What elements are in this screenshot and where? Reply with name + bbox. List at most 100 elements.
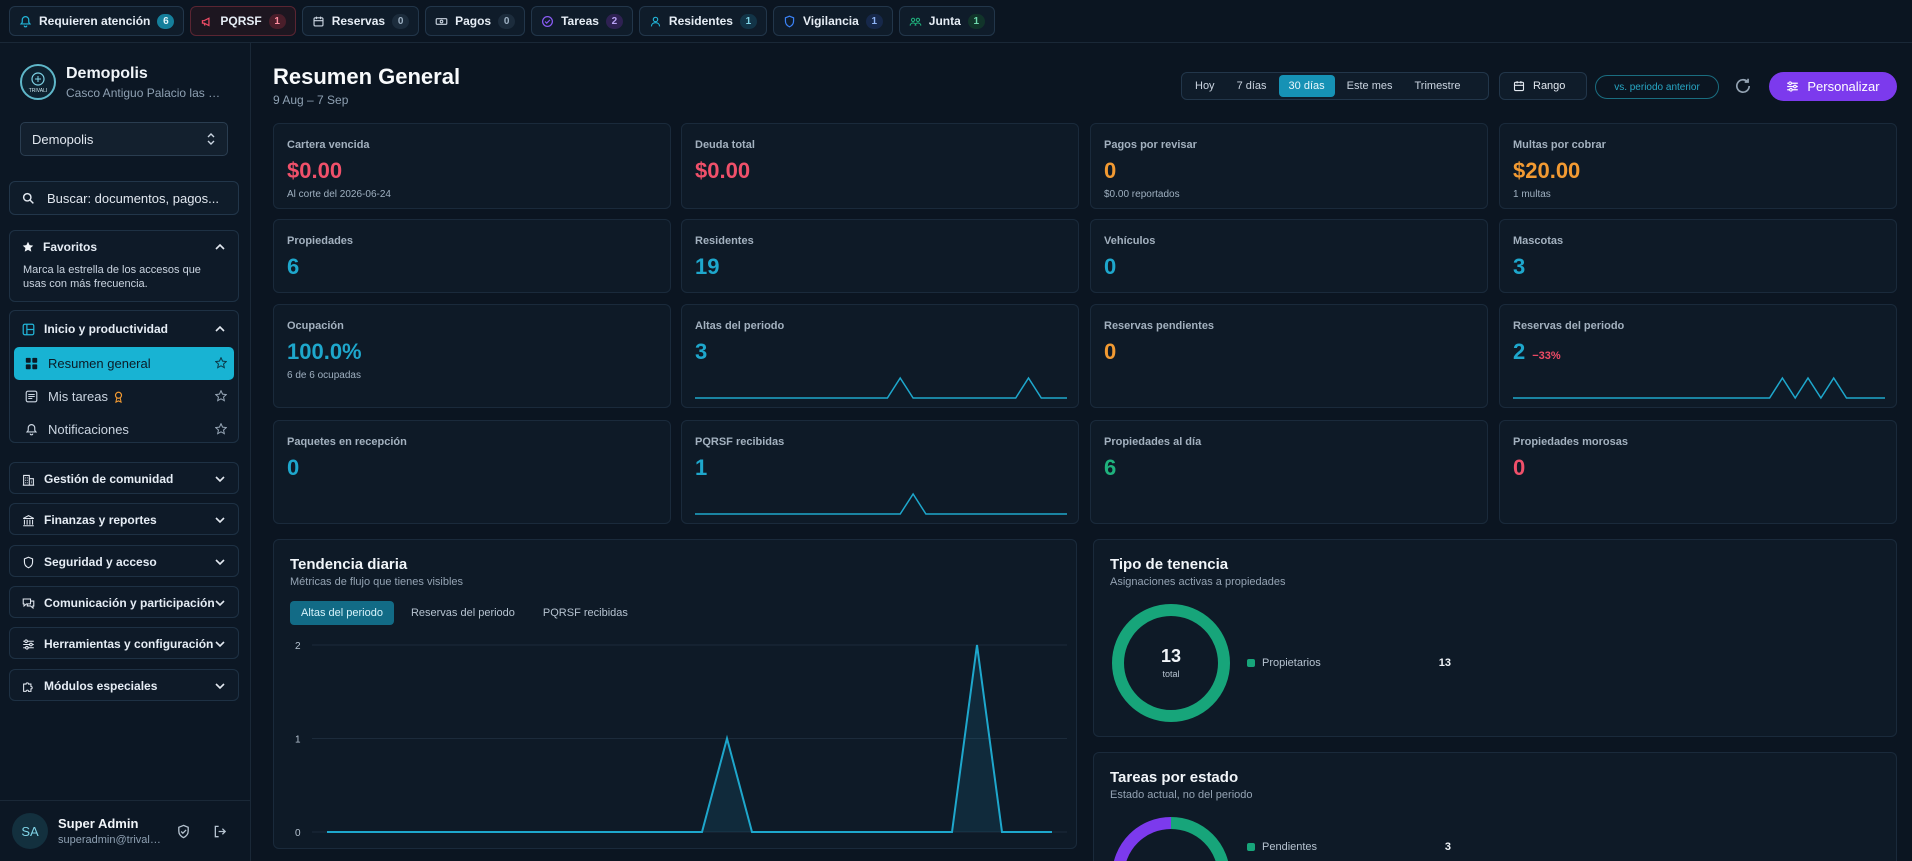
attention-bar: Requieren atención 6 PQRSF 1 Reservas 0 … — [0, 0, 1912, 43]
group-title: Seguridad y acceso — [44, 555, 157, 569]
sliders-icon — [1787, 81, 1799, 92]
legend-swatch — [1247, 843, 1255, 851]
tareas-subtitle: Estado actual, no del periodo — [1110, 789, 1253, 801]
chevron-down-icon — [215, 476, 225, 483]
sidebar-group-herramientas[interactable]: Herramientas y configuración — [9, 627, 239, 659]
logout-icon[interactable] — [213, 824, 228, 839]
period-7-dias[interactable]: 7 días — [1236, 80, 1267, 92]
kpi-reservas-del-periodo[interactable]: Reservas del periodo 2 −33% — [1499, 304, 1897, 408]
period-hoy[interactable]: Hoy — [1195, 80, 1215, 92]
kpi-sparkline — [1513, 376, 1885, 400]
calendar-icon — [1513, 81, 1525, 92]
kpi-reservas-pendientes[interactable]: Reservas pendientes 0 — [1090, 304, 1488, 408]
chip-vigilancia[interactable]: Vigilancia 1 — [772, 6, 893, 36]
brand[interactable]: TRIVALI Demopolis Casco Antiguo Palacio … — [20, 64, 226, 100]
period-30-dias[interactable]: 30 días — [1278, 75, 1335, 97]
kpi-sparkline — [695, 492, 1067, 515]
chevron-down-icon — [215, 641, 225, 648]
kpi-value-text: $0.00 — [287, 158, 343, 183]
kpi-value: $0.00 — [695, 158, 1065, 184]
search-icon — [22, 192, 34, 204]
tab-pqrsf-recibidas[interactable]: PQRSF recibidas — [542, 607, 628, 619]
star-icon[interactable] — [215, 423, 227, 435]
kpi-propiedades-al-dia[interactable]: Propiedades al día 6 — [1090, 420, 1488, 524]
star-icon[interactable] — [215, 357, 227, 369]
kpi-label: Mascotas — [1513, 235, 1564, 247]
kpi-pqrsf-recibidas[interactable]: PQRSF recibidas 1 — [681, 420, 1079, 524]
sidebar-group-finanzas[interactable]: Finanzas y reportes — [9, 503, 239, 535]
kpi-value-text: 0 — [1513, 455, 1526, 480]
kpi-value: 3 — [695, 339, 1065, 365]
period-selector: Hoy 7 días 30 días Este mes Trimestre — [1181, 72, 1489, 100]
kpi-pagos-por-revisar[interactable]: Pagos por revisar 0 $0.00 reportados — [1090, 123, 1488, 209]
kpi-propiedades[interactable]: Propiedades 6 — [273, 219, 671, 293]
calendar-icon — [313, 16, 324, 27]
kpi-value-text: 19 — [695, 254, 720, 279]
chip-pqrsf[interactable]: PQRSF 1 — [190, 6, 296, 36]
kpi-note: 1 multas — [1513, 189, 1551, 200]
search-input[interactable] — [47, 190, 227, 206]
kpi-label: Vehículos — [1104, 235, 1156, 247]
kpi-label: Propiedades — [287, 235, 354, 247]
period-trimestre[interactable]: Trimestre — [1414, 80, 1461, 92]
tab-altas-del-periodo[interactable]: Altas del periodo — [290, 601, 394, 625]
home-section-header[interactable]: Inicio y productividad — [10, 311, 238, 347]
tenencia-card: Tipo de tenencia Asignaciones activas a … — [1093, 539, 1897, 737]
kpi-label: Pagos por revisar — [1104, 139, 1197, 151]
kpi-note: 6 de 6 ocupadas — [287, 370, 361, 381]
kpi-cartera-vencida[interactable]: Cartera vencida $0.00 Al corte del 2026-06… — [273, 123, 671, 209]
chip-requieren-atencion[interactable]: Requieren atención 6 — [9, 6, 185, 36]
kpi-value-text: 3 — [695, 339, 708, 364]
bank-icon — [22, 514, 35, 526]
kpi-altas-del-periodo[interactable]: Altas del periodo 3 — [681, 304, 1079, 408]
favorites-header[interactable]: Favoritos — [10, 231, 238, 263]
kpi-multas-por-cobrar[interactable]: Multas por cobrar $20.00 1 multas — [1499, 123, 1897, 209]
kpi-paquetes-en-recepcion[interactable]: Paquetes en recepción 0 — [273, 420, 671, 524]
customize-button[interactable]: Personalizar — [1769, 72, 1897, 101]
chip-pagos[interactable]: Pagos 0 — [425, 6, 526, 36]
y-tick-label: 0 — [295, 828, 301, 839]
compare-previous-button[interactable]: vs. periodo anterior — [1595, 75, 1719, 99]
sidebar-item-resumen-general[interactable]: Resumen general — [14, 347, 234, 380]
sidebar-item-mis-tareas[interactable]: Mis tareas — [14, 380, 234, 413]
sidebar-group-gestion[interactable]: Gestión de comunidad — [9, 462, 239, 494]
page-title: Resumen General — [273, 64, 461, 89]
shield-check-icon[interactable] — [176, 824, 191, 839]
kpi-value: $20.00 — [1513, 158, 1883, 184]
y-tick-label: 1 — [295, 735, 301, 746]
community-select[interactable]: Demopolis — [20, 122, 228, 156]
sidebar-group-modulos[interactable]: Módulos especiales — [9, 669, 239, 701]
chip-count: 2 — [605, 13, 623, 29]
kpi-value: 6 — [287, 254, 657, 280]
legend-label: Pendientes — [1262, 841, 1318, 853]
chip-count: 1 — [865, 13, 883, 29]
kpi-deuda-total[interactable]: Deuda total $0.00 — [681, 123, 1079, 209]
kpi-ocupacion[interactable]: Ocupación 100.0% 6 de 6 ocupadas — [273, 304, 671, 408]
kpi-mascotas[interactable]: Mascotas 3 — [1499, 219, 1897, 293]
period-este-mes[interactable]: Este mes — [1346, 80, 1393, 92]
sidebar-item-label: Resumen general — [48, 356, 151, 371]
kpi-value: 3 — [1513, 254, 1883, 280]
chip-tareas[interactable]: Tareas 2 — [531, 6, 633, 36]
chip-residentes[interactable]: Residentes 1 — [638, 6, 767, 36]
sidebar-item-notificaciones[interactable]: Notificaciones — [14, 413, 234, 446]
avatar[interactable]: SA — [12, 813, 48, 849]
range-button[interactable]: Rango — [1499, 72, 1587, 100]
chip-label: Pagos — [455, 14, 492, 28]
kpi-value: 0 — [1104, 339, 1474, 365]
customize-label: Personalizar — [1807, 79, 1880, 94]
chip-junta[interactable]: Junta 1 — [898, 6, 995, 36]
refresh-icon[interactable] — [1734, 77, 1752, 95]
sidebar-group-seguridad[interactable]: Seguridad y acceso — [9, 545, 239, 577]
kpi-residentes[interactable]: Residentes 19 — [681, 219, 1079, 293]
tab-reservas-del-periodo[interactable]: Reservas del periodo — [410, 607, 515, 619]
chip-reservas[interactable]: Reservas 0 — [301, 6, 420, 36]
kpi-value-text: 1 — [695, 455, 708, 480]
sidebar-group-comunicacion[interactable]: Comunicación y participación — [9, 586, 239, 618]
kpi-label: Ocupación — [287, 320, 344, 332]
search-box[interactable] — [9, 181, 239, 215]
kpi-propiedades-morosas[interactable]: Propiedades morosas 0 — [1499, 420, 1897, 524]
kpi-vehiculos[interactable]: Vehículos 0 — [1090, 219, 1488, 293]
kpi-label: Propiedades al día — [1104, 436, 1202, 448]
star-icon[interactable] — [215, 390, 227, 402]
